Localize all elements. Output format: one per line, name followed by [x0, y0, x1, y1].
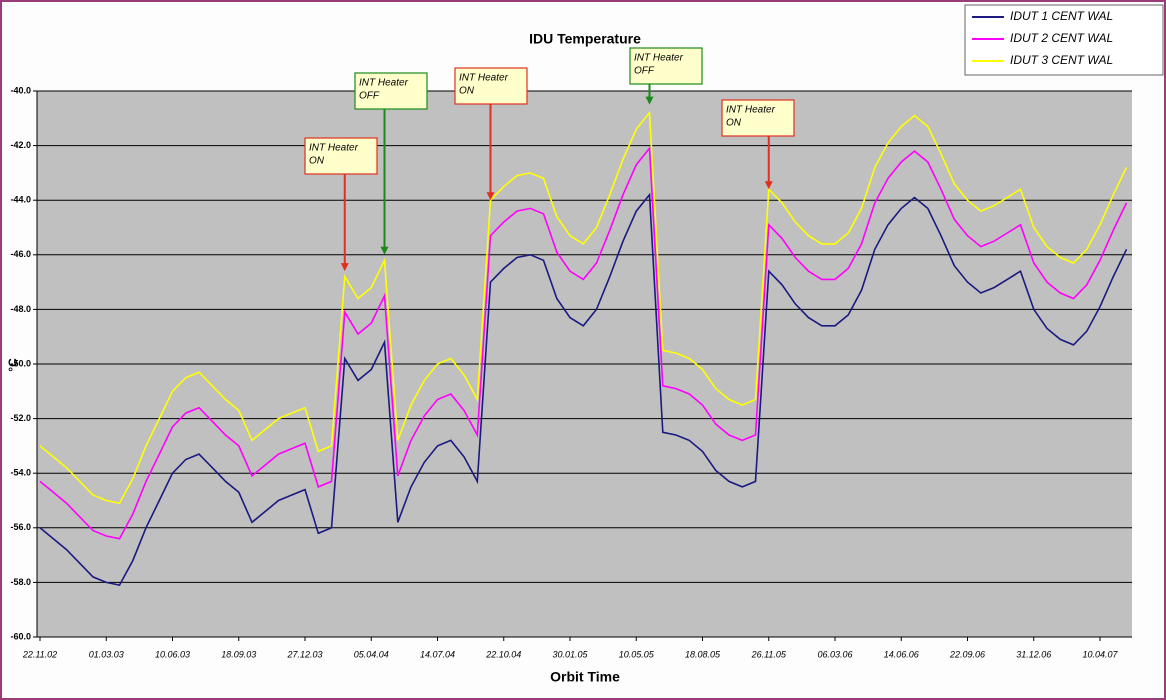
series-line	[39, 110, 1128, 505]
annotation-text: INT Heater	[309, 143, 359, 154]
x-tick-label: 06.03.06	[817, 649, 852, 659]
annotation-text: OFF	[634, 66, 655, 77]
series-line	[39, 146, 1128, 540]
x-tick-label: 01.03.03	[89, 649, 124, 659]
y-tick-label: -50.0	[10, 358, 31, 368]
annotation-text: ON	[459, 86, 475, 97]
y-axis-title: °C	[6, 358, 20, 372]
x-tick-label: 10.06.03	[155, 649, 190, 659]
x-tick-label: 05.04.04	[354, 649, 389, 659]
annotation-text: INT Heater	[726, 105, 776, 116]
y-tick-label: -48.0	[10, 304, 31, 314]
x-tick-label: 18.08.05	[685, 649, 721, 659]
annotation-arrowhead	[486, 192, 495, 201]
x-tick-label: 22.09.06	[949, 649, 985, 659]
legend-label: IDUT 2 CENT WAL	[1010, 31, 1113, 45]
y-tick-label: -60.0	[10, 631, 31, 641]
y-tick-label: -54.0	[10, 468, 31, 478]
annotation-text: ON	[726, 118, 742, 129]
x-tick-label: 10.05.05	[619, 649, 655, 659]
annotation-arrowhead	[380, 246, 389, 255]
x-tick-label: 18.09.03	[221, 649, 256, 659]
annotation-arrowhead	[340, 263, 349, 272]
annotation-arrowhead	[764, 181, 773, 190]
x-axis-title: Orbit Time	[550, 669, 620, 685]
x-tick-label: 14.06.06	[884, 649, 919, 659]
y-tick-label: -52.0	[10, 413, 31, 423]
annotation-box	[721, 99, 795, 137]
annotation-box	[454, 67, 528, 105]
x-tick-label: 26.11.05	[751, 649, 787, 659]
y-tick-label: -58.0	[10, 577, 31, 587]
chart-title: IDU Temperature	[529, 31, 641, 47]
series-line	[39, 192, 1128, 587]
x-tick-label: 27.12.03	[286, 649, 322, 659]
x-tick-label: 10.04.07	[1082, 649, 1118, 659]
x-tick-label: 30.01.05	[552, 649, 588, 659]
x-tick-label: 22.11.02	[22, 649, 57, 659]
y-tick-label: -42.0	[10, 140, 31, 150]
annotation-box	[354, 72, 428, 110]
annotation-box	[629, 47, 703, 85]
annotation-arrowhead	[645, 96, 654, 105]
annotation-text: INT Heater	[459, 73, 509, 84]
annotation-text: INT Heater	[359, 78, 409, 89]
annotation-box	[304, 137, 378, 175]
y-tick-label: -46.0	[10, 249, 31, 259]
x-tick-label: 14.07.04	[420, 649, 455, 659]
y-tick-label: -56.0	[10, 522, 31, 532]
annotation-text: OFF	[359, 91, 380, 102]
y-tick-label: -44.0	[10, 195, 31, 205]
x-tick-label: 31.12.06	[1016, 649, 1051, 659]
annotation-text: ON	[309, 156, 325, 167]
legend-label: IDUT 1 CENT WAL	[1010, 9, 1113, 23]
legend-label: IDUT 3 CENT WAL	[1010, 53, 1113, 67]
annotation-text: INT Heater	[634, 53, 684, 64]
y-tick-label: -40.0	[10, 85, 31, 95]
x-tick-label: 22.10.04	[485, 649, 521, 659]
legend: IDUT 1 CENT WAL IDUT 2 CENT WAL IDUT 3 CEN…	[964, 4, 1164, 76]
